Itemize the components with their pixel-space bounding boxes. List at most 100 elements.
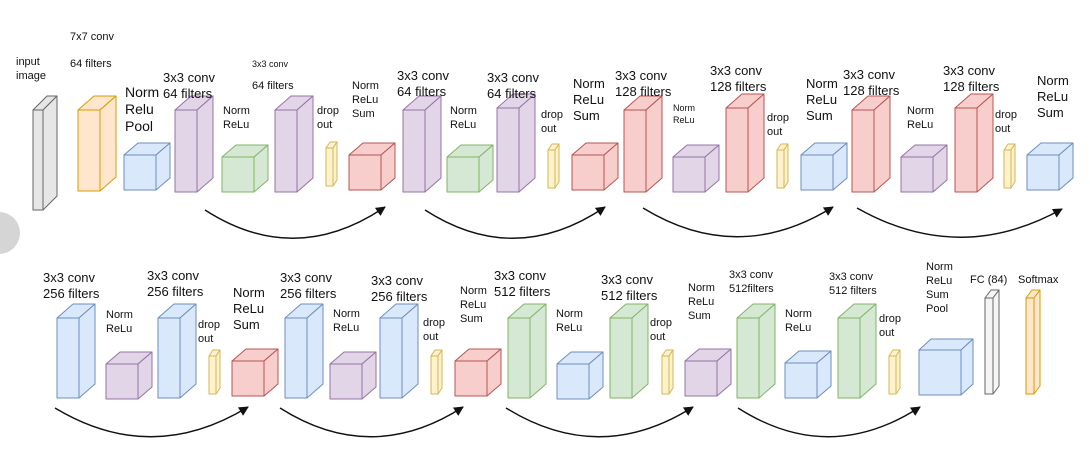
blue-cube-block: [123, 142, 171, 191]
label-20: 3x3 conv 128 filters: [843, 67, 900, 98]
skip-connection-arrow: [204, 206, 386, 239]
yellow-drop-block: [776, 143, 789, 189]
red-cube-block: [348, 142, 396, 191]
label-22: 3x3 conv 128 filters: [943, 63, 1000, 94]
red-cube-block: [454, 348, 502, 397]
blue-tall-block: [56, 303, 96, 399]
green-tall-block: [736, 303, 776, 399]
red-tall-block: [725, 93, 765, 193]
yellow-drop-block: [430, 349, 443, 395]
skip-connection-arrow: [54, 406, 249, 438]
input-input-block: [32, 95, 58, 211]
yellow-drop-block: [208, 349, 221, 395]
yellow-drop-block: [325, 141, 338, 187]
blue-cube-block: [1026, 142, 1074, 191]
label-4: 3x3 conv 64 filters: [163, 70, 216, 101]
label-1: 7x7 conv: [70, 31, 115, 43]
left-edge-circle: [0, 212, 20, 254]
purple-cube-block: [672, 144, 720, 193]
label-13: drop out: [541, 109, 564, 135]
skip-connection-arrow: [737, 406, 921, 438]
purple-tall-block: [496, 93, 536, 193]
label-2: 64 filters: [70, 58, 112, 70]
label-25: 3x3 conv 256 filters: [43, 270, 100, 301]
label-18: drop out: [767, 112, 790, 138]
label-19: Norm ReLu Sum: [806, 76, 838, 123]
label-37: 3x3 conv 512 filters: [601, 272, 658, 303]
label-33: drop out: [423, 317, 446, 343]
yellow-drop-block: [547, 143, 560, 189]
red-tall-block: [954, 93, 994, 193]
skip-connection-arrow: [642, 206, 834, 238]
label-6: 64 filters: [252, 80, 294, 92]
label-41: Norm ReLu: [785, 308, 812, 334]
blue-tall-block: [284, 303, 324, 399]
blue-tall-block: [379, 303, 419, 399]
yellow-drop-block: [661, 349, 674, 395]
skip-connection-arrow: [505, 406, 694, 438]
label-5: 3x3 conv: [252, 59, 289, 69]
white-fc-block: [984, 289, 1000, 395]
label-7: Norm ReLu: [223, 105, 250, 131]
purple-tall-block: [174, 95, 214, 193]
blue-cube-block: [784, 350, 832, 399]
label-38: drop out: [650, 317, 673, 343]
label-24: Norm ReLu Sum: [1037, 73, 1069, 120]
label-8: drop out: [317, 105, 340, 131]
label-16: Norm ReLu: [673, 103, 695, 125]
label-42: 3x3 conv 512 filters: [829, 271, 877, 297]
label-44: Norm ReLu Sum Pool: [926, 261, 953, 315]
label-36: Norm ReLu: [556, 308, 583, 334]
purple-tall-block: [274, 95, 314, 193]
green-tall-block: [507, 303, 547, 399]
label-30: 3x3 conv 256 filters: [280, 270, 337, 301]
purple-tall-block: [402, 95, 442, 193]
purple-cube-block: [900, 144, 948, 193]
green-tall-block: [609, 303, 649, 399]
label-21: Norm ReLu: [907, 105, 934, 131]
label-40: 3x3 conv 512filters: [729, 269, 774, 295]
label-39: Norm ReLu Sum: [688, 282, 715, 322]
label-34: Norm ReLu Sum: [460, 285, 487, 325]
blue-tall-block: [157, 303, 197, 399]
label-10: 3x3 conv 64 filters: [397, 68, 450, 99]
label-11: Norm ReLu: [450, 105, 477, 131]
red-tall-block: [851, 95, 891, 193]
label-3: Norm Relu Pool: [125, 84, 160, 134]
blue-cube-block: [800, 142, 848, 191]
red-cube-block: [231, 348, 279, 397]
purple-cube-block: [105, 351, 153, 400]
red-tall-block: [623, 95, 663, 193]
skip-connection-arrow: [856, 207, 1063, 238]
orange-tall-block: [77, 95, 117, 192]
label-27: 3x3 conv 256 filters: [147, 268, 204, 299]
label-28: drop out: [198, 319, 221, 345]
blue-cube-block: [556, 351, 604, 400]
label-14: Norm ReLu Sum: [573, 76, 605, 123]
label-0: input image: [16, 56, 46, 82]
green-cube-block: [221, 144, 269, 193]
blue-cube-block: [918, 338, 974, 396]
green-cube-block: [446, 144, 494, 193]
yellow-drop-block: [1003, 143, 1016, 189]
skip-connection-arrow: [279, 406, 464, 438]
label-32: 3x3 conv 256 filters: [371, 273, 428, 304]
purple-cube-block: [684, 348, 732, 397]
label-23: drop out: [995, 109, 1018, 135]
orange-fc-block: [1025, 289, 1041, 395]
label-15: 3x3 conv 128 filters: [615, 68, 672, 99]
label-29: Norm ReLu Sum: [233, 285, 265, 332]
label-43: drop out: [879, 313, 902, 339]
purple-cube-block: [329, 351, 377, 400]
label-31: Norm ReLu: [333, 308, 360, 334]
label-9: Norm ReLu Sum: [352, 80, 379, 120]
label-12: 3x3 conv 64 filters: [487, 70, 540, 101]
yellow-drop-block: [888, 349, 901, 395]
green-tall-block: [837, 303, 877, 399]
red-cube-block: [571, 142, 619, 191]
label-35: 3x3 conv 512 filters: [494, 268, 551, 299]
label-17: 3x3 conv 128 filters: [710, 63, 767, 94]
skip-connection-arrow: [424, 206, 606, 239]
label-46: Softmax: [1018, 274, 1059, 286]
label-26: Norm ReLu: [106, 309, 133, 335]
